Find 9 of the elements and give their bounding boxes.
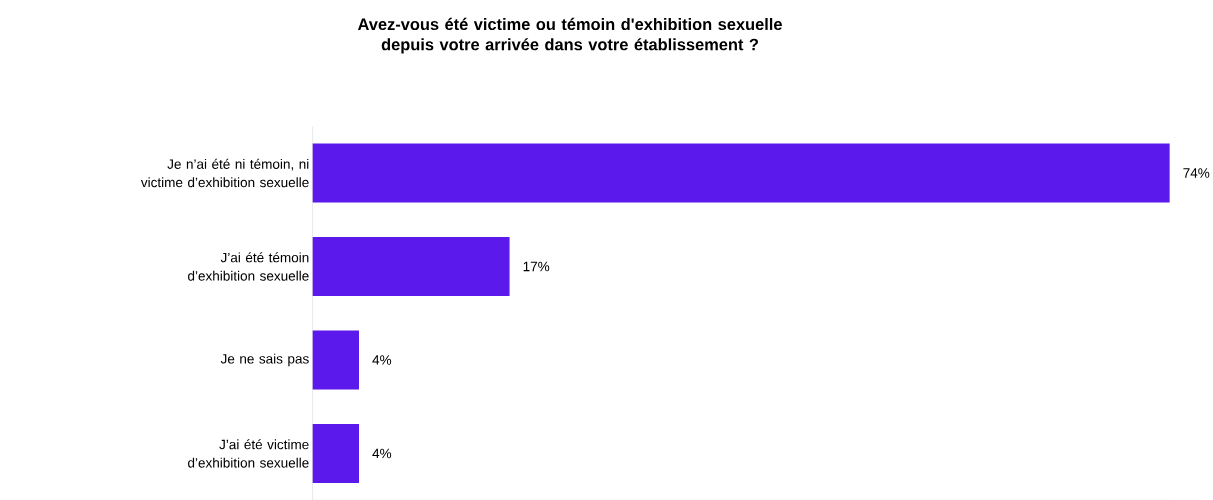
y-tick-label: Je n’ai été ni témoin, ni victime d’exhibition sexuelle bbox=[140, 158, 309, 188]
y-tick-label: J’ai été victime d’exhibition sexuelle bbox=[188, 439, 309, 468]
data-label: 74% bbox=[1183, 168, 1210, 178]
data-label: 4% bbox=[372, 355, 392, 365]
chart-title: Avez-vous été victime ou témoin d'exhibition sexuelle depuis votre arrivée dans votre établissement ? bbox=[357, 17, 782, 54]
y-tick-label: Je ne sais pas bbox=[220, 353, 309, 367]
data-label: 4% bbox=[372, 448, 392, 458]
y-tick-label: J’ai été témoin d’exhibition sexuelle bbox=[188, 252, 309, 281]
data-label: 17% bbox=[523, 261, 550, 272]
